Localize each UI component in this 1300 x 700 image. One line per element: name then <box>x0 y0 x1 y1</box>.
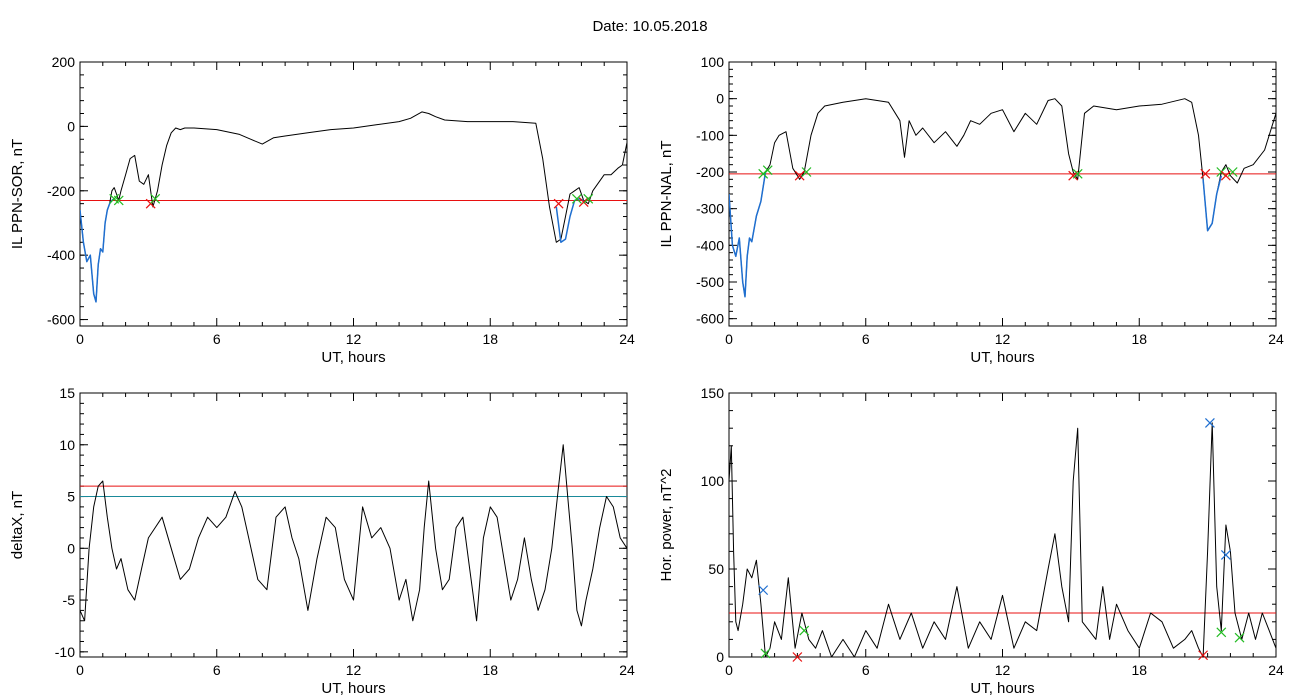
y-axis-label: IL PPN-NAL, nT <box>658 141 675 248</box>
y-tick-label: 0 <box>67 540 75 556</box>
x-axis-label: UT, hours <box>321 680 385 697</box>
y-tick-label: -5 <box>63 592 76 608</box>
cross-marker <box>758 168 769 179</box>
x-axis-label: UT, hours <box>970 680 1034 697</box>
y-tick-label: -400 <box>47 247 75 263</box>
x-axis-label: UT, hours <box>321 349 385 366</box>
x-tick-label: 12 <box>346 331 362 347</box>
x-tick-label: 12 <box>995 331 1011 347</box>
x-axis-label: UT, hours <box>970 349 1034 366</box>
x-tick-label: 18 <box>482 662 498 678</box>
y-tick-label: 100 <box>701 473 725 489</box>
cross-marker <box>583 193 594 204</box>
y-tick-label: 0 <box>716 91 724 107</box>
panel-deltax: 0 6 12 18 24 -10 -5 0 5 10 15 UT, hours deltaX, nT <box>9 385 635 697</box>
cross-marker <box>760 648 771 659</box>
series-line <box>80 111 627 303</box>
cross-marker <box>1216 627 1227 638</box>
y-tick-label: 50 <box>708 561 724 577</box>
y-axis-label: IL PPN-SOR, nT <box>9 139 26 249</box>
y-tick-label: 15 <box>59 385 75 401</box>
x-tick-label: 24 <box>1268 662 1284 678</box>
x-tick-label: 18 <box>482 331 498 347</box>
y-tick-label: -600 <box>47 312 75 328</box>
series-line <box>729 422 1276 657</box>
y-tick-label: -400 <box>696 237 724 253</box>
x-tick-label: 12 <box>995 662 1011 678</box>
cross-marker <box>792 652 803 662</box>
cross-marker <box>1200 168 1211 179</box>
x-tick-label: 12 <box>346 662 362 678</box>
x-tick-label: 6 <box>862 331 870 347</box>
y-tick-label: -600 <box>696 311 724 327</box>
y-tick-label: 5 <box>67 489 75 505</box>
cross-marker <box>799 625 810 636</box>
cross-marker <box>571 193 582 204</box>
cross-marker <box>1220 549 1231 560</box>
cross-marker <box>1204 417 1215 428</box>
panel-hor-power: 0 6 12 18 24 0 50 100 150 UT, hours Hor. power, nT… <box>658 385 1284 697</box>
y-tick-label: -200 <box>47 183 75 199</box>
cross-marker <box>1234 632 1245 643</box>
x-tick-label: 18 <box>1131 331 1147 347</box>
series-line <box>1202 175 1223 232</box>
y-axis-label: deltaX, nT <box>9 491 26 559</box>
x-tick-label: 24 <box>619 662 635 678</box>
cross-marker <box>758 585 769 596</box>
y-axis-label: Hor. power, nT^2 <box>658 469 675 582</box>
plot-frame <box>79 61 628 327</box>
series-line <box>729 98 1276 298</box>
plot-frame <box>79 392 628 658</box>
cross-marker <box>1072 168 1083 179</box>
panel-il-ppn-nal: 0 6 12 18 24 -600 -500 -400 -300 -200 -100 0 100 UT, … <box>658 54 1284 366</box>
cross-marker <box>553 198 564 209</box>
plot-frame <box>728 392 1277 658</box>
x-tick-label: 6 <box>213 662 221 678</box>
cross-marker <box>1198 650 1208 661</box>
series-line <box>80 198 115 303</box>
x-tick-label: 0 <box>725 331 733 347</box>
panel-il-ppn-sor: 0 6 12 18 24 -600 -400 -200 0 200 UT, hours IL PPN-… <box>9 54 635 366</box>
x-tick-label: 0 <box>76 662 84 678</box>
cross-marker <box>150 193 161 204</box>
y-tick-label: 10 <box>59 437 75 453</box>
y-tick-label: -200 <box>696 164 724 180</box>
x-tick-label: 6 <box>213 331 221 347</box>
y-tick-label: 0 <box>67 118 75 134</box>
cross-marker <box>762 165 773 176</box>
page-title: Date: 10.05.2018 <box>592 18 708 35</box>
y-tick-label: 200 <box>52 54 76 70</box>
cross-marker <box>794 170 805 181</box>
cross-marker <box>1216 167 1227 177</box>
x-tick-label: 18 <box>1131 662 1147 678</box>
cross-marker <box>1220 170 1231 181</box>
series-line <box>555 198 584 244</box>
cross-marker <box>801 167 812 177</box>
cross-marker <box>578 197 589 207</box>
plot-frame <box>728 61 1277 327</box>
y-tick-label: 0 <box>716 649 724 665</box>
x-tick-label: 0 <box>76 331 84 347</box>
series-line <box>729 171 767 298</box>
x-tick-label: 6 <box>862 662 870 678</box>
y-tick-label: -300 <box>696 201 724 217</box>
x-tick-label: 0 <box>725 662 733 678</box>
series-line <box>80 444 627 627</box>
y-tick-label: -500 <box>696 274 724 290</box>
x-tick-label: 24 <box>1268 331 1284 347</box>
y-tick-label: -10 <box>55 644 75 660</box>
cross-marker <box>1227 167 1238 177</box>
y-tick-label: 150 <box>701 385 725 401</box>
y-tick-label: -100 <box>696 127 724 143</box>
cross-marker <box>113 195 124 206</box>
y-tick-label: 100 <box>701 54 725 70</box>
x-tick-label: 24 <box>619 331 635 347</box>
